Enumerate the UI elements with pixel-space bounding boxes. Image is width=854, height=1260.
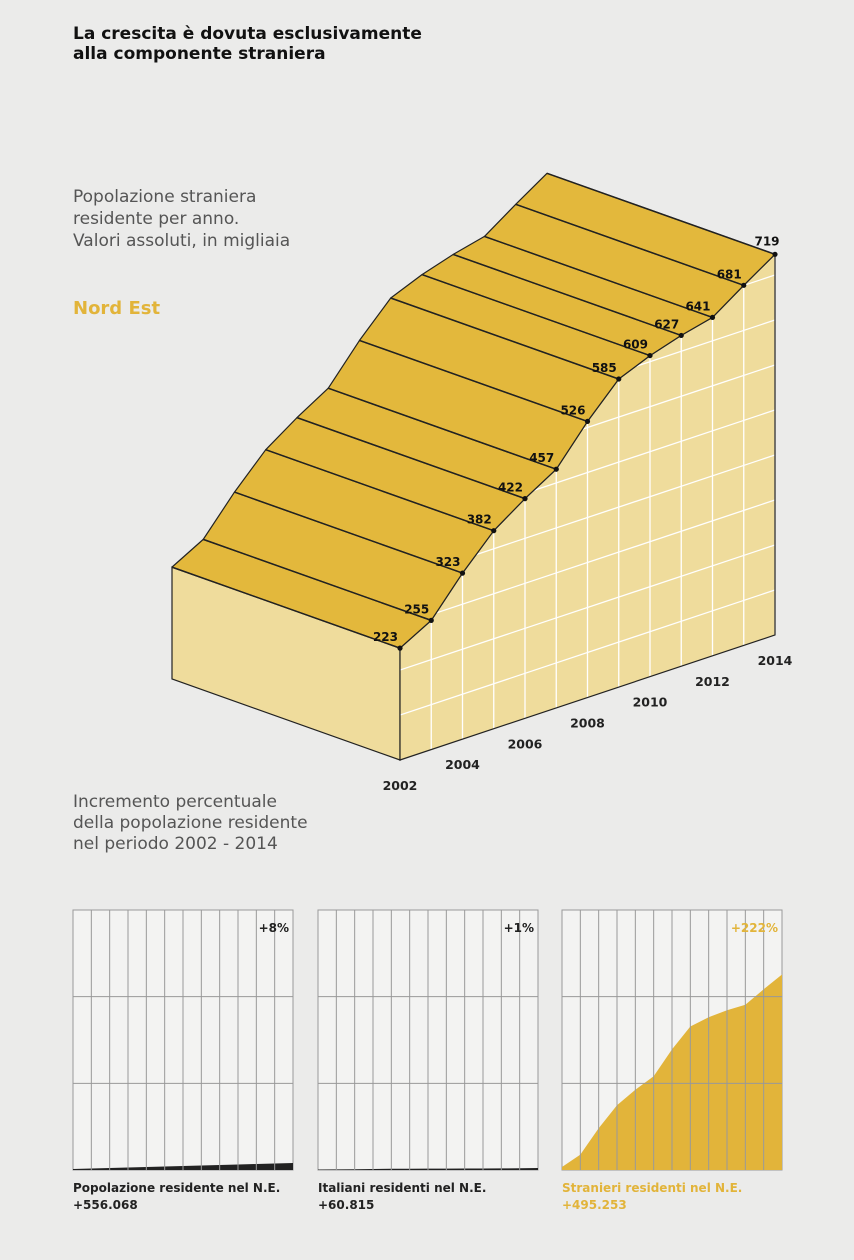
data-point [397,645,403,651]
data-point [647,352,653,359]
title-line: La crescita è dovuta esclusivamente [73,24,422,44]
year-ridge-line [546,172,776,256]
year-ridge-line [484,235,713,319]
data-point [678,332,684,339]
x-tick-label: 2012 [695,674,730,689]
year-ridge-line [296,416,526,500]
data-label: 609 [623,338,648,352]
x-tick-label: 2010 [633,695,668,710]
region-label: Nord Est [73,298,161,319]
data-label: 719 [754,234,779,248]
data-point [616,376,622,382]
data-point [522,496,528,502]
section-subtitle: Incremento percentuale della popolazione… [73,792,308,855]
data-label: 255 [404,602,429,616]
data-label: 382 [467,513,492,527]
x-tick-label: 2002 [383,778,418,793]
year-ridge-line [327,387,557,470]
subtitle-line: Incremento percentuale [73,792,277,812]
year-ridge-line [515,203,745,287]
subtitle-line: della popolazione residente [73,813,308,833]
panel-value: +60.815 [318,1198,374,1212]
subtitle-line: nel periodo 2002 - 2014 [73,834,278,854]
year-ridge-line [359,339,588,423]
page-title: La crescita è dovuta esclusivamente alla… [73,24,422,64]
data-label: 641 [685,299,710,313]
x-tick-label: 2006 [508,736,543,751]
x-tick-label: 2014 [758,653,793,668]
data-label: 681 [717,267,742,281]
data-label: 526 [560,403,585,417]
data-point [584,418,591,425]
panel-value: +556.068 [73,1198,138,1212]
panel-label: Stranieri residenti nel N.E. [562,1181,742,1195]
year-ridge-line [234,491,463,574]
panel-label: Italiani residenti nel N.E. [318,1181,486,1195]
data-label: 223 [373,630,398,644]
year-ridge-line [202,538,432,622]
grid-line-horizontal [400,589,775,716]
data-label: 627 [654,317,679,331]
data-point [741,282,747,288]
subtitle-line: Popolazione straniera [73,187,257,207]
grid-line-horizontal [400,499,775,626]
percent-label: +8% [259,921,289,935]
data-point [459,570,466,576]
percent-label: +1% [504,921,534,935]
data-label: 323 [435,555,460,569]
percent-label: +222% [731,921,778,935]
year-ridge-line [171,566,401,649]
panel-value: +495.253 [562,1198,627,1212]
data-label: 422 [498,481,523,495]
data-point [709,314,716,321]
grid-line-horizontal [400,544,775,671]
subtitle-line: residente per anno. [73,209,240,229]
subtitle-line: Valori assoluti, in migliaia [73,231,291,251]
data-label: 457 [529,451,554,465]
panel-label: Popolazione residente nel N.E. [73,1181,280,1195]
data-point [772,251,778,257]
year-ridge-line [265,448,495,532]
data-label: 585 [592,361,617,375]
year-ridge-line [421,273,651,357]
data-point [491,528,497,534]
year-ridge-line [390,297,620,380]
title-line: alla componente straniera [73,44,326,64]
chart-subtitle: Popolazione straniera residente per anno… [73,186,290,252]
data-point [428,617,434,623]
data-point [553,466,559,472]
year-ridge-line [452,253,682,337]
x-tick-label: 2008 [570,716,605,731]
x-tick-label: 2004 [445,757,480,772]
